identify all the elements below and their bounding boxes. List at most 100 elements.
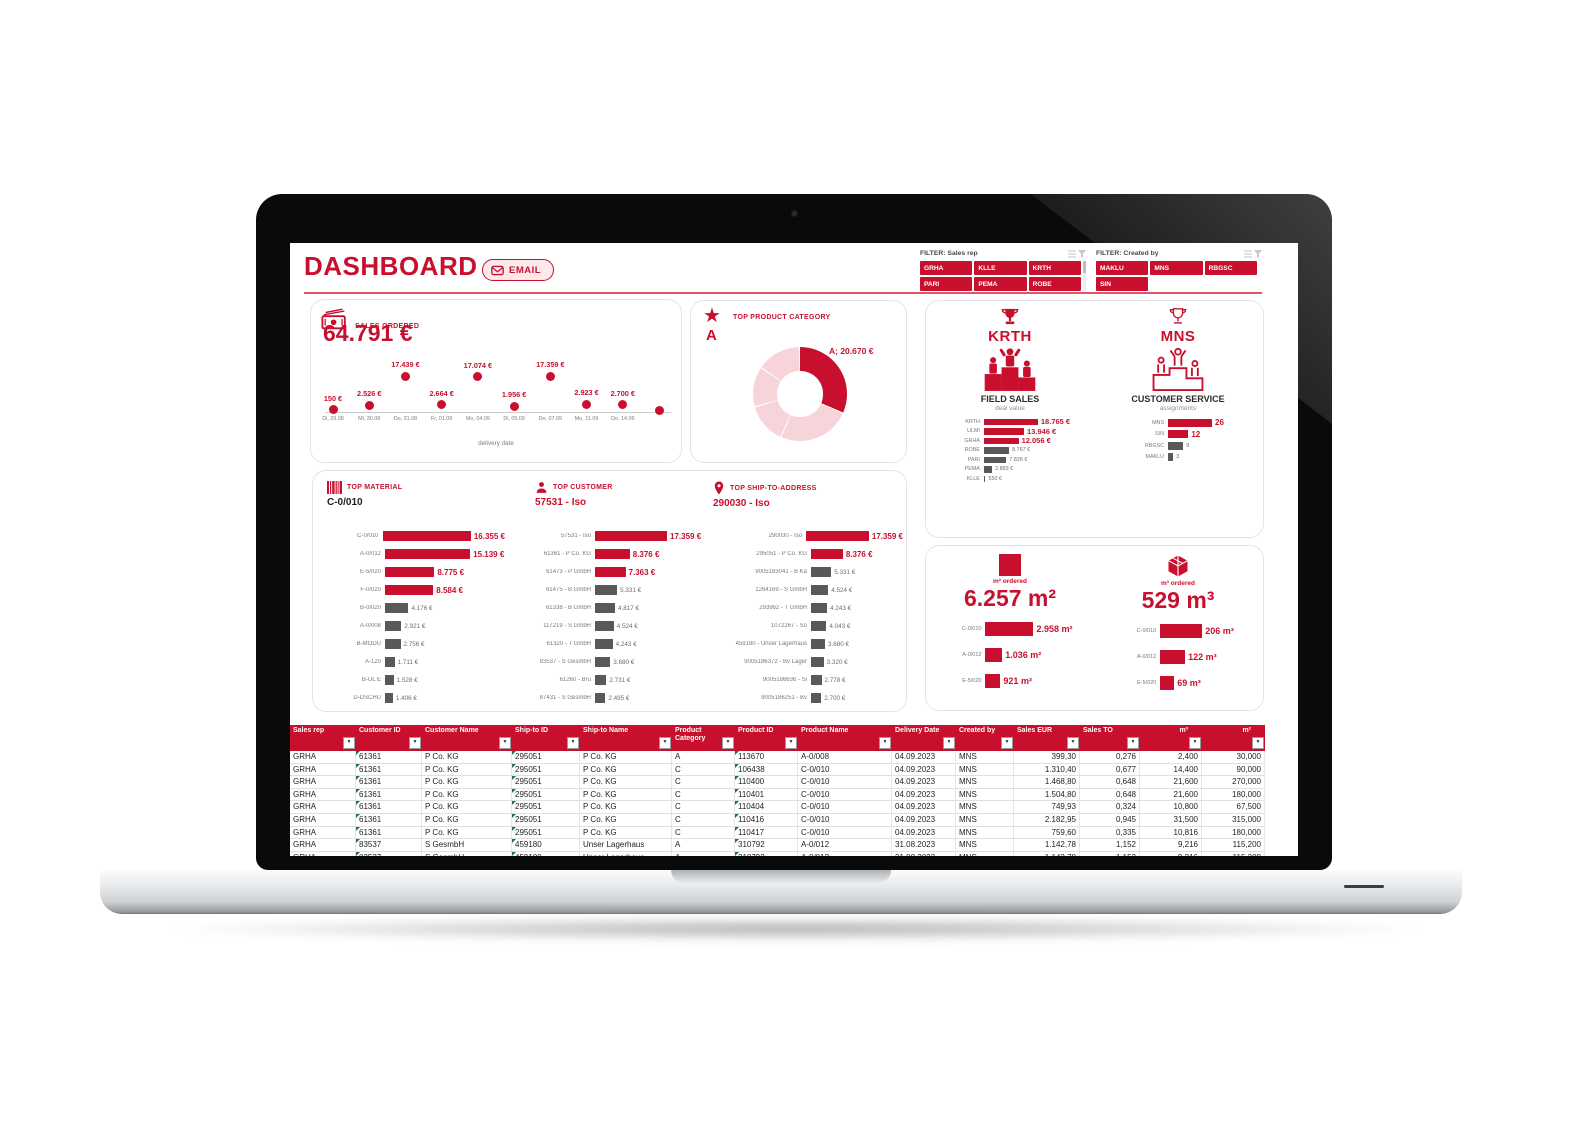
table-cell: 1.142,78	[1014, 851, 1080, 856]
sales-ordered-label: SALES ORDERED	[355, 323, 420, 330]
m2-bar-chart: C-0/010 2.958 m² A-0/012 1.036 m² E-5/020 921…	[947, 616, 1073, 694]
column-filter-dropdown[interactable]: ▼	[1127, 737, 1139, 749]
number-stored-as-text-marker	[356, 826, 360, 831]
table-cell: 315,000	[1202, 813, 1265, 827]
x-axis-tick-label: Do, 14.09	[611, 416, 635, 422]
table-cell: 749,93	[1014, 801, 1080, 814]
table-cell: 04.09.2023	[892, 788, 956, 802]
bar-row: ULMI 13.946 €	[950, 427, 1070, 437]
x-axis-tick-label: Mo, 11.09	[574, 416, 599, 422]
table-row[interactable]: GRHA 61361 P Co. KG 295051 P Co. KG C 110416 C-…	[290, 813, 1265, 827]
slicer-button[interactable]: PEMA	[974, 277, 1027, 291]
bar-row: KRTH 18.765 €	[950, 417, 1070, 427]
bar	[595, 693, 606, 703]
table-header-row: Sales rep ▼ Customer ID ▼ Customer Name ▼ Ship…	[290, 725, 1265, 751]
bar	[595, 603, 615, 613]
table-row[interactable]: GRHA 61361 P Co. KG 295051 P Co. KG C 110404 C-…	[290, 801, 1265, 814]
slicer-button[interactable]: KRTH	[1028, 261, 1081, 275]
table-cell: 30,000	[1202, 751, 1265, 764]
table-cell: 1.310,40	[1014, 763, 1080, 777]
column-filter-dropdown[interactable]: ▼	[943, 737, 955, 749]
table-cell: P Co. KG	[422, 788, 512, 802]
bar-category-label: A-0/012	[962, 652, 982, 658]
number-stored-as-text-marker	[735, 801, 739, 806]
bar	[385, 549, 471, 559]
bar-category-label: E-5/020	[962, 678, 982, 684]
bar-value-label: 17.359 €	[670, 531, 702, 541]
bar-category-label: 1072267 - So	[770, 623, 807, 629]
column-filter-dropdown[interactable]: ▼	[722, 737, 734, 749]
slicer-button[interactable]: MNS	[1150, 261, 1203, 275]
table-header-cell: Product Category ▼	[672, 725, 735, 751]
column-filter-dropdown[interactable]: ▼	[659, 737, 671, 749]
column-filter-dropdown[interactable]: ▼	[1067, 737, 1079, 749]
multiselect-icon[interactable]	[1068, 250, 1076, 258]
number-stored-as-text-marker	[512, 813, 516, 818]
slicer-button[interactable]: KLLE	[974, 261, 1027, 275]
laptop-shadow	[132, 916, 1458, 942]
column-filter-dropdown[interactable]: ▼	[409, 737, 421, 749]
clear-filter-icon[interactable]	[1078, 249, 1086, 258]
table-cell: 459180	[512, 851, 580, 856]
column-filter-dropdown[interactable]: ▼	[785, 737, 797, 749]
card-winners: KRTH FIELD SALES deal value	[925, 300, 1264, 538]
bar-row: A-0/008 2.921 €	[319, 617, 505, 635]
table-cell: 0,335	[1080, 826, 1140, 840]
number-stored-as-text-marker	[512, 851, 516, 856]
table-cell: 180,000	[1202, 826, 1265, 840]
x-axis-tick-label: Do, 31.08	[393, 416, 418, 422]
bar-row: 9005183041 - B Ka 5.331 €	[705, 563, 903, 581]
bar-value-label: 4.817 €	[617, 604, 639, 612]
table-row[interactable]: GRHA 61361 P Co. KG 295051 P Co. KG A 113670 A-…	[290, 751, 1265, 764]
card-sales-ordered: SALES ORDERED 64.791 € delivery date 150…	[310, 299, 682, 463]
slicer-sales-rep: FILTER: Sales rep GRHA KLLE KRTH PARI PEMA RO…	[920, 248, 1086, 292]
table-cell: 115,200	[1202, 839, 1265, 852]
slicer-button[interactable]: SIN	[1096, 277, 1149, 291]
scatter-x-axis-label: delivery date	[478, 440, 514, 447]
table-row[interactable]: GRHA 61361 P Co. KG 295051 P Co. KG C 110401 C-…	[290, 788, 1265, 802]
table-cell: Unser Lagerhaus	[580, 839, 672, 852]
bar-value-label: 3.680 €	[827, 640, 849, 648]
slicer-button[interactable]: PARI	[920, 277, 973, 291]
email-button[interactable]: EMAIL	[482, 259, 555, 281]
podium-filled-icon	[984, 348, 1036, 391]
table-cell: P Co. KG	[580, 751, 672, 764]
column-filter-dropdown[interactable]: ▼	[567, 737, 579, 749]
table-row[interactable]: GRHA 61361 P Co. KG 295051 P Co. KG C 110417 C-…	[290, 826, 1265, 840]
table-cell: 295051	[512, 751, 580, 764]
column-filter-dropdown[interactable]: ▼	[1252, 737, 1264, 749]
x-axis-tick-label: Fr, 01.09	[431, 416, 453, 422]
bar-row: 57531 - Iso 17.359 €	[509, 527, 705, 545]
slicer-button[interactable]: ROBE	[1028, 277, 1081, 291]
table-cell: 295051	[512, 788, 580, 802]
table-cell: 83537	[356, 851, 422, 856]
table-header-cell: Created by ▼	[956, 725, 1014, 751]
clear-filter-icon[interactable]	[1254, 249, 1262, 258]
slicer-button[interactable]: GRHA	[920, 261, 973, 275]
column-filter-dropdown[interactable]: ▼	[1189, 737, 1201, 749]
table-cell: 31,500	[1140, 813, 1202, 827]
slicer-scrollbar[interactable]	[1083, 261, 1086, 291]
table-cell: 61361	[356, 788, 422, 802]
top-shipto-value: 290030 - Iso	[713, 498, 770, 509]
table-row[interactable]: GRHA 61361 P Co. KG 295051 P Co. KG C 110400 C-…	[290, 776, 1265, 789]
x-axis-tick-label: Di, 05.09	[503, 416, 525, 422]
table-cell: GRHA	[290, 776, 356, 789]
square-icon	[999, 554, 1021, 576]
field-sales-subtitle: deal value	[995, 405, 1025, 412]
multiselect-icon[interactable]	[1244, 250, 1252, 258]
bar	[811, 567, 832, 577]
column-filter-dropdown[interactable]: ▼	[343, 737, 355, 749]
slicer-button[interactable]: RBGSC	[1204, 261, 1257, 275]
column-filter-dropdown[interactable]: ▼	[499, 737, 511, 749]
column-filter-dropdown[interactable]: ▼	[1001, 737, 1013, 749]
bar-category-label: 459180 - Unser Lagerhaus	[735, 641, 807, 647]
slicer-button[interactable]: MAKLU	[1096, 261, 1149, 275]
bar-category-label: A-120	[364, 659, 381, 665]
column-filter-dropdown[interactable]: ▼	[879, 737, 891, 749]
table-row[interactable]: GRHA 61361 P Co. KG 295051 P Co. KG C 106438 C-…	[290, 763, 1265, 777]
bar-row: KLLE 550 €	[950, 474, 1070, 484]
